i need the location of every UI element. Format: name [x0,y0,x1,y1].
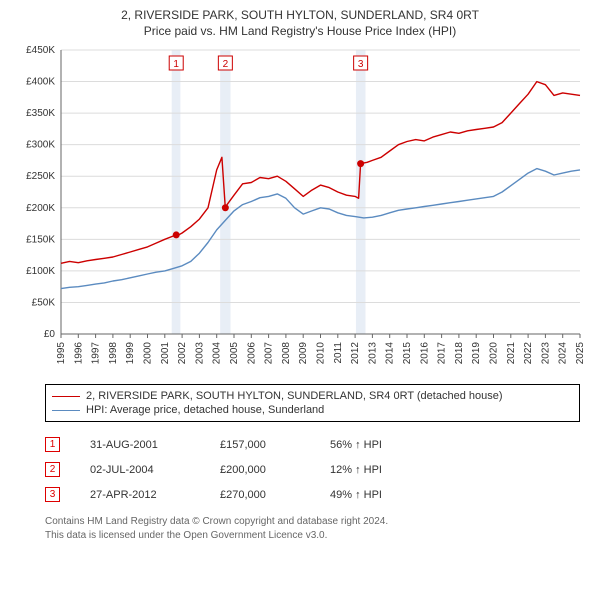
sales-table: 1 31-AUG-2001 £157,000 56% ↑ HPI 2 02-JUL-200… [45,432,580,507]
svg-text:£0: £0 [43,329,55,340]
title-address: 2, RIVERSIDE PARK, SOUTH HYLTON, SUNDERL… [10,8,590,22]
svg-text:1: 1 [173,59,179,70]
sale-date: 27-APR-2012 [90,489,190,501]
svg-text:1995: 1995 [56,342,67,365]
sale-date: 02-JUL-2004 [90,464,190,476]
legend-label-property: 2, RIVERSIDE PARK, SOUTH HYLTON, SUNDERL… [86,390,503,402]
svg-text:2008: 2008 [280,342,291,365]
chart-svg: £0 £50K £100K £150K £200K £250K £300K £350K £400… [13,46,588,376]
sale-price: £157,000 [220,439,300,451]
svg-text:2022: 2022 [523,342,534,365]
svg-text:2021: 2021 [505,342,516,365]
sale-row: 2 02-JUL-2004 £200,000 12% ↑ HPI [45,457,580,482]
svg-text:2010: 2010 [315,342,326,365]
chart-container: 2, RIVERSIDE PARK, SOUTH HYLTON, SUNDERL… [0,0,600,552]
legend-label-hpi: HPI: Average price, detached house, Sund… [86,404,324,416]
sale-price: £270,000 [220,489,300,501]
svg-text:2024: 2024 [557,342,568,365]
footer-line1: Contains HM Land Registry data © Crown c… [45,515,580,529]
svg-text:2011: 2011 [332,342,343,364]
sale-price: £200,000 [220,464,300,476]
svg-text:2015: 2015 [402,342,413,365]
svg-text:£450K: £450K [26,46,55,56]
svg-text:2004: 2004 [211,342,222,365]
legend-box: 2, RIVERSIDE PARK, SOUTH HYLTON, SUNDERL… [45,384,580,422]
svg-text:2: 2 [222,59,228,70]
svg-text:£400K: £400K [26,77,55,88]
svg-text:2001: 2001 [159,342,170,365]
title-subtitle: Price paid vs. HM Land Registry's House … [10,24,590,38]
legend-row-property: 2, RIVERSIDE PARK, SOUTH HYLTON, SUNDERL… [52,389,573,403]
sale-pct: 12% ↑ HPI [330,464,430,476]
title-block: 2, RIVERSIDE PARK, SOUTH HYLTON, SUNDERL… [10,8,590,38]
svg-text:2006: 2006 [246,342,257,365]
svg-text:£300K: £300K [26,140,55,151]
legend-swatch-property [52,396,80,397]
footer: Contains HM Land Registry data © Crown c… [45,515,580,542]
svg-text:£50K: £50K [31,297,55,308]
svg-text:2017: 2017 [436,342,447,365]
svg-text:2009: 2009 [298,342,309,365]
sale-marker: 3 [45,487,60,502]
svg-text:2016: 2016 [419,342,430,365]
svg-text:2013: 2013 [367,342,378,365]
svg-text:1999: 1999 [125,342,136,365]
svg-text:1998: 1998 [107,342,118,365]
sale-marker: 1 [45,437,60,452]
svg-text:2005: 2005 [229,342,240,365]
svg-text:£100K: £100K [26,266,55,277]
chart-area: £0 £50K £100K £150K £200K £250K £300K £350K £400… [13,46,588,376]
svg-text:£200K: £200K [26,203,55,214]
footer-line2: This data is licensed under the Open Gov… [45,529,580,543]
sale-pct: 56% ↑ HPI [330,439,430,451]
legend-row-hpi: HPI: Average price, detached house, Sund… [52,403,573,417]
svg-text:2007: 2007 [263,342,274,365]
svg-text:2014: 2014 [384,342,395,365]
sale-row: 1 31-AUG-2001 £157,000 56% ↑ HPI [45,432,580,457]
sale-date: 31-AUG-2001 [90,439,190,451]
svg-text:£150K: £150K [26,234,55,245]
svg-text:2020: 2020 [488,342,499,365]
svg-text:2002: 2002 [177,342,188,365]
svg-text:2000: 2000 [142,342,153,365]
svg-text:2018: 2018 [453,342,464,365]
sale-pct: 49% ↑ HPI [330,489,430,501]
svg-text:£250K: £250K [26,171,55,182]
legend-swatch-hpi [52,410,80,411]
svg-text:1997: 1997 [90,342,101,365]
svg-text:£350K: £350K [26,108,55,119]
svg-text:2003: 2003 [194,342,205,365]
svg-text:2012: 2012 [350,342,361,365]
svg-text:2023: 2023 [540,342,551,365]
sale-marker: 2 [45,462,60,477]
sale-row: 3 27-APR-2012 £270,000 49% ↑ HPI [45,482,580,507]
svg-text:1996: 1996 [73,342,84,365]
svg-text:3: 3 [357,59,363,70]
svg-text:2019: 2019 [471,342,482,365]
svg-text:2025: 2025 [575,342,586,365]
